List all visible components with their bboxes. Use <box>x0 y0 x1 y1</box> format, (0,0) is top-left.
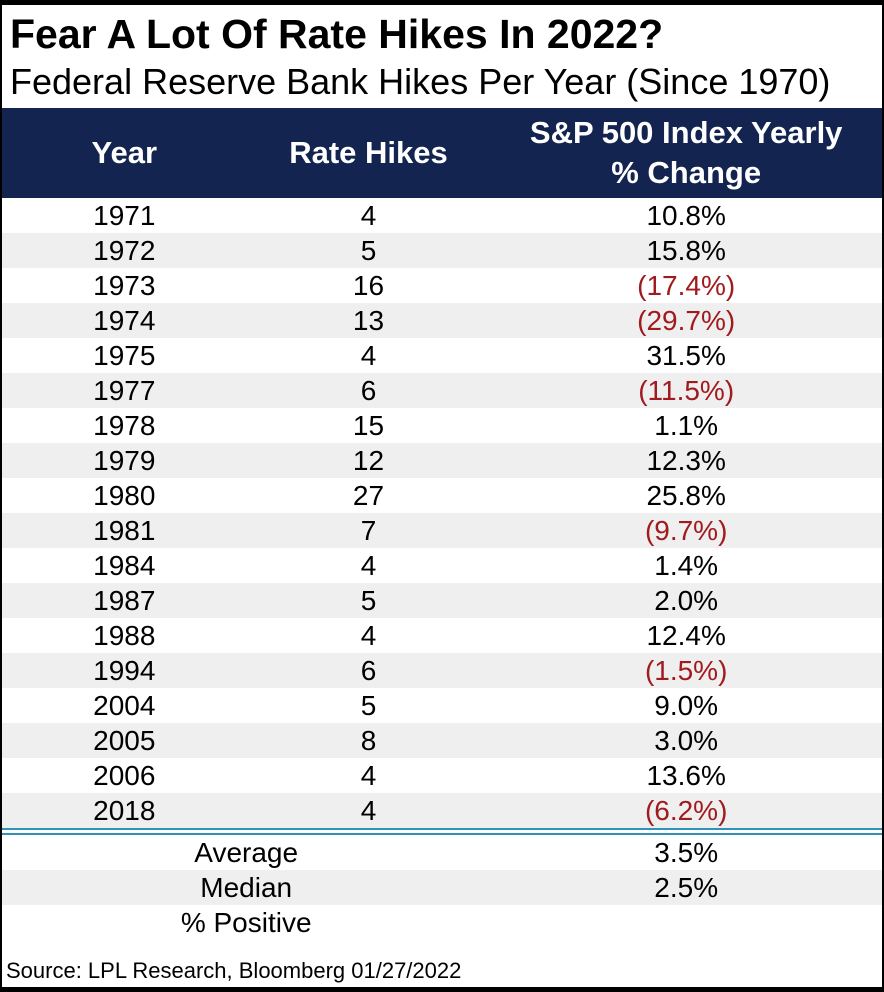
cell-rate-hikes: 8 <box>360 724 377 756</box>
summary-row: Average 3.5% <box>2 835 882 870</box>
table-row: 1987 5 2.0% <box>2 583 882 618</box>
cell-sp500-change: (6.2%) <box>644 794 728 826</box>
cell-sp500-change: (11.5%) <box>638 374 735 406</box>
summary-separator <box>2 828 882 835</box>
cell-sp500-change: (17.4%) <box>637 269 736 301</box>
cell-rate-hikes: 4 <box>360 199 377 231</box>
cell-sp500-change: 25.8% <box>646 479 726 511</box>
table-row: 1994 6 (1.5%) <box>2 653 882 688</box>
summary-row: % Positive <box>2 905 882 940</box>
cell-rate-hikes: 15 <box>352 409 385 441</box>
cell-rate-hikes: 4 <box>360 549 377 581</box>
cell-rate-hikes: 27 <box>352 479 385 511</box>
cell-sp500-change: (9.7%) <box>644 514 728 546</box>
cell-rate-hikes: 6 <box>360 654 377 686</box>
cell-sp500-change: 2.0% <box>654 584 719 616</box>
cell-sp500-change: (29.7%) <box>637 304 736 336</box>
cell-rate-hikes: 4 <box>360 339 377 371</box>
table-row: 1980 27 25.8% <box>2 478 882 513</box>
cell-year: 1979 <box>93 444 156 476</box>
source-note: Source: LPL Research, Bloomberg 01/27/20… <box>6 958 462 983</box>
cell-year: 1984 <box>93 549 156 581</box>
table-row: 1978 15 1.1% <box>2 408 882 443</box>
cell-rate-hikes: 5 <box>360 689 377 721</box>
table-row: 1977 6 (11.5%) <box>2 373 882 408</box>
cell-sp500-change: 15.8% <box>646 234 726 266</box>
summary-label: Median <box>200 871 293 903</box>
page-subtitle: Federal Reserve Bank Hikes Per Year (Sin… <box>10 61 831 102</box>
cell-sp500-change: 1.4% <box>654 549 719 581</box>
cell-year: 1975 <box>93 339 156 371</box>
table-row: 2004 5 9.0% <box>2 688 882 723</box>
table-row: 1974 13 (29.7%) <box>2 303 882 338</box>
cell-year: 1971 <box>93 199 156 231</box>
table-row: 1973 16 (17.4%) <box>2 268 882 303</box>
cell-rate-hikes: 6 <box>360 374 377 406</box>
cell-sp500-change: 12.3% <box>646 444 726 476</box>
footer: Source: LPL Research, Bloomberg 01/27/20… <box>2 957 882 987</box>
table-row: 1975 4 31.5% <box>2 338 882 373</box>
table-row: 1972 5 15.8% <box>2 233 882 268</box>
cell-rate-hikes: 12 <box>352 444 385 476</box>
cell-rate-hikes: 4 <box>360 619 377 651</box>
cell-year: 1972 <box>93 234 156 266</box>
cell-rate-hikes: 5 <box>360 234 377 266</box>
cell-sp500-change: 10.8% <box>646 199 726 231</box>
column-header-sp500-change-line1: S&P 500 Index Yearly <box>529 115 843 150</box>
summary-section: Average 3.5% Median 2.5% % Positive <box>2 835 882 940</box>
cell-rate-hikes: 4 <box>360 794 377 826</box>
cell-year: 1987 <box>93 584 156 616</box>
table-row: 1971 4 10.8% <box>2 198 882 233</box>
cell-sp500-change: 1.1% <box>654 409 719 441</box>
cell-sp500-change: 9.0% <box>654 689 719 721</box>
cell-year: 1977 <box>93 374 156 406</box>
cell-year: 1973 <box>93 269 156 301</box>
cell-year: 2018 <box>93 794 156 826</box>
table-row: 2018 4 (6.2%) <box>2 793 882 828</box>
cell-year: 1994 <box>93 654 156 686</box>
summary-label: Average <box>194 836 299 868</box>
cell-year: 1978 <box>93 409 156 441</box>
summary-value: 3.5% <box>654 836 719 868</box>
summary-value: 2.5% <box>654 871 719 903</box>
cell-year: 1988 <box>93 619 156 651</box>
table-row: 1988 4 12.4% <box>2 618 882 653</box>
cell-year: 1974 <box>93 304 156 336</box>
cell-year: 1980 <box>93 479 156 511</box>
summary-row: Median 2.5% <box>2 870 882 905</box>
cell-sp500-change: 12.4% <box>646 619 726 651</box>
column-header-sp500-change: S&P 500 Index Yearly % Change <box>490 113 882 193</box>
cell-sp500-change: 13.6% <box>646 759 726 791</box>
table-row: 2005 8 3.0% <box>2 723 882 758</box>
cell-year: 2005 <box>93 724 156 756</box>
table-body: 1971 4 10.8% 1972 5 15.8% 1973 16 (17.4%) 1974 13 (… <box>2 198 882 828</box>
cell-sp500-change: (1.5%) <box>644 654 728 686</box>
table-row: 1984 4 1.4% <box>2 548 882 583</box>
table-header: Year Rate Hikes S&P 500 Index Yearly % C… <box>2 108 882 198</box>
column-header-sp500-change-line2: % Change <box>611 155 762 190</box>
title-block: Fear A Lot Of Rate Hikes In 2022? Federa… <box>2 5 882 105</box>
column-header-rate-hikes: Rate Hikes <box>289 135 448 170</box>
cell-rate-hikes: 5 <box>360 584 377 616</box>
cell-sp500-change: 3.0% <box>654 724 719 756</box>
cell-rate-hikes: 7 <box>360 514 377 546</box>
cell-year: 2006 <box>93 759 156 791</box>
cell-year: 2004 <box>93 689 156 721</box>
cell-rate-hikes: 13 <box>352 304 385 336</box>
table-row: 2006 4 13.6% <box>2 758 882 793</box>
column-header-year: Year <box>91 135 158 170</box>
table-row: 1981 7 (9.7%) <box>2 513 882 548</box>
summary-label: % Positive <box>180 906 312 938</box>
cell-year: 1981 <box>93 514 156 546</box>
table-row: 1979 12 12.3% <box>2 443 882 478</box>
cell-rate-hikes: 4 <box>360 759 377 791</box>
page-title: Fear A Lot Of Rate Hikes In 2022? <box>10 11 664 57</box>
cell-rate-hikes: 16 <box>352 269 385 301</box>
cell-sp500-change: 31.5% <box>646 339 726 371</box>
